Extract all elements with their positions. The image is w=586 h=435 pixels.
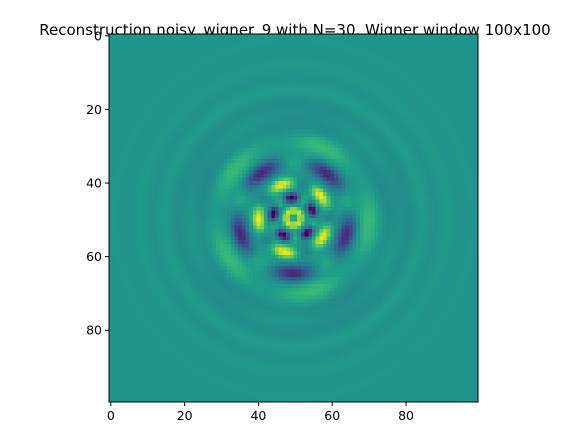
y-tick-label: 20 bbox=[86, 102, 102, 117]
y-tick-label: 0 bbox=[94, 28, 102, 43]
y-tick-label: 80 bbox=[86, 323, 102, 338]
x-axis-ticks: 0 20 40 60 80 bbox=[107, 402, 414, 423]
y-tick-label: 40 bbox=[86, 176, 102, 191]
y-axis-ticks: 0 20 40 60 80 bbox=[86, 28, 109, 338]
x-tick-label: 0 bbox=[107, 408, 115, 423]
y-tick-label: 60 bbox=[86, 249, 102, 264]
x-tick-label: 80 bbox=[398, 408, 414, 423]
x-tick-label: 20 bbox=[177, 408, 193, 423]
x-tick-label: 60 bbox=[324, 408, 340, 423]
x-tick-label: 40 bbox=[250, 408, 266, 423]
heatmap-image bbox=[109, 34, 478, 402]
plot-frame bbox=[108, 33, 479, 403]
